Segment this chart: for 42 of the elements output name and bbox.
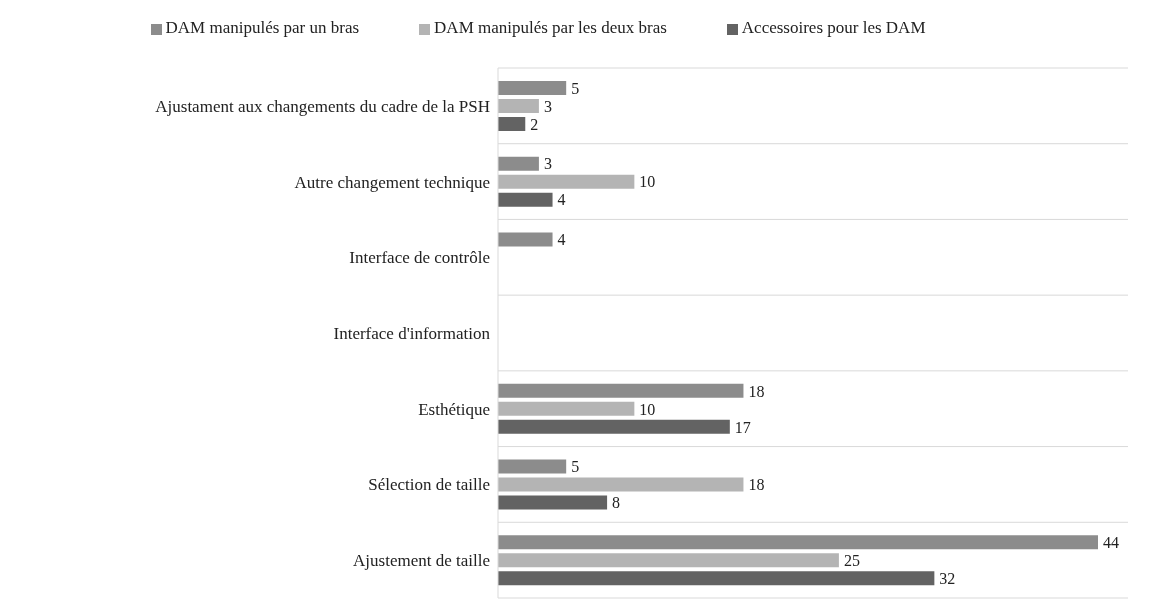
bar xyxy=(498,553,839,568)
data-label: 10 xyxy=(639,400,656,418)
legend-label: DAM manipulés par les deux bras xyxy=(434,18,667,37)
bar xyxy=(498,81,567,95)
y-tick-label: Sélection de taille xyxy=(368,475,490,495)
data-label: 18 xyxy=(748,382,765,400)
legend-label: DAM manipulés par un bras xyxy=(165,18,360,37)
data-label: 44 xyxy=(1103,533,1119,551)
data-label: 4 xyxy=(557,231,566,249)
bar xyxy=(498,192,553,207)
bar xyxy=(498,156,539,171)
data-label: 3 xyxy=(543,155,552,173)
bar xyxy=(498,99,539,113)
bar xyxy=(498,535,1098,550)
legend-label: Accessoires pour les DAM xyxy=(741,18,926,37)
y-tick-label: Ajustement de taille xyxy=(353,551,490,571)
data-label: 4 xyxy=(557,191,566,209)
y-tick-label: Ajustament aux changements du cadre de la PSH xyxy=(155,96,490,116)
y-tick-label: Interface de contrôle xyxy=(349,248,490,268)
bar xyxy=(498,459,567,474)
bar xyxy=(498,477,744,492)
bar xyxy=(498,495,608,510)
y-tick-label: Autre changement technique xyxy=(294,172,490,192)
bar xyxy=(498,419,730,434)
data-label: 17 xyxy=(734,418,751,436)
data-label: 5 xyxy=(571,458,580,476)
y-tick-label: Interface d'information xyxy=(333,324,491,344)
bar xyxy=(498,174,635,189)
bar xyxy=(498,383,744,398)
bar xyxy=(498,117,526,131)
data-label: 18 xyxy=(748,476,765,494)
data-label: 2 xyxy=(530,115,539,133)
data-label: 3 xyxy=(543,97,552,115)
data-label: 5 xyxy=(571,79,580,97)
bar xyxy=(498,571,935,586)
y-tick-label: Esthétique xyxy=(418,399,490,419)
bar xyxy=(498,232,553,247)
data-label: 10 xyxy=(639,173,656,191)
bar xyxy=(498,401,635,416)
data-label: 32 xyxy=(939,569,956,587)
data-label: 8 xyxy=(612,494,621,512)
data-label: 25 xyxy=(843,551,860,569)
